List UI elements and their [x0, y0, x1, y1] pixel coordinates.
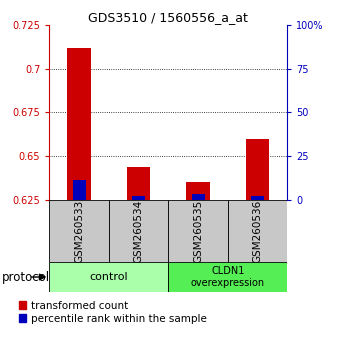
Bar: [168, 200, 228, 262]
Bar: [228, 200, 287, 262]
Bar: [168, 262, 287, 292]
Bar: [245, 139, 269, 200]
Bar: [126, 167, 150, 200]
Text: GSM260533: GSM260533: [74, 199, 84, 263]
Bar: [72, 180, 86, 200]
Text: GSM260535: GSM260535: [193, 199, 203, 263]
Text: control: control: [89, 272, 128, 282]
Bar: [186, 182, 210, 200]
Bar: [67, 47, 91, 200]
Bar: [132, 196, 145, 200]
Bar: [49, 200, 109, 262]
Bar: [251, 196, 264, 200]
Bar: [109, 200, 168, 262]
Bar: [49, 262, 168, 292]
Bar: [191, 194, 205, 200]
Text: protocol: protocol: [2, 270, 50, 284]
Text: GSM260534: GSM260534: [134, 199, 143, 263]
Legend: transformed count, percentile rank within the sample: transformed count, percentile rank withi…: [19, 301, 207, 324]
Text: CLDN1
overexpression: CLDN1 overexpression: [191, 266, 265, 288]
Text: GSM260536: GSM260536: [253, 199, 262, 263]
Title: GDS3510 / 1560556_a_at: GDS3510 / 1560556_a_at: [88, 11, 248, 24]
